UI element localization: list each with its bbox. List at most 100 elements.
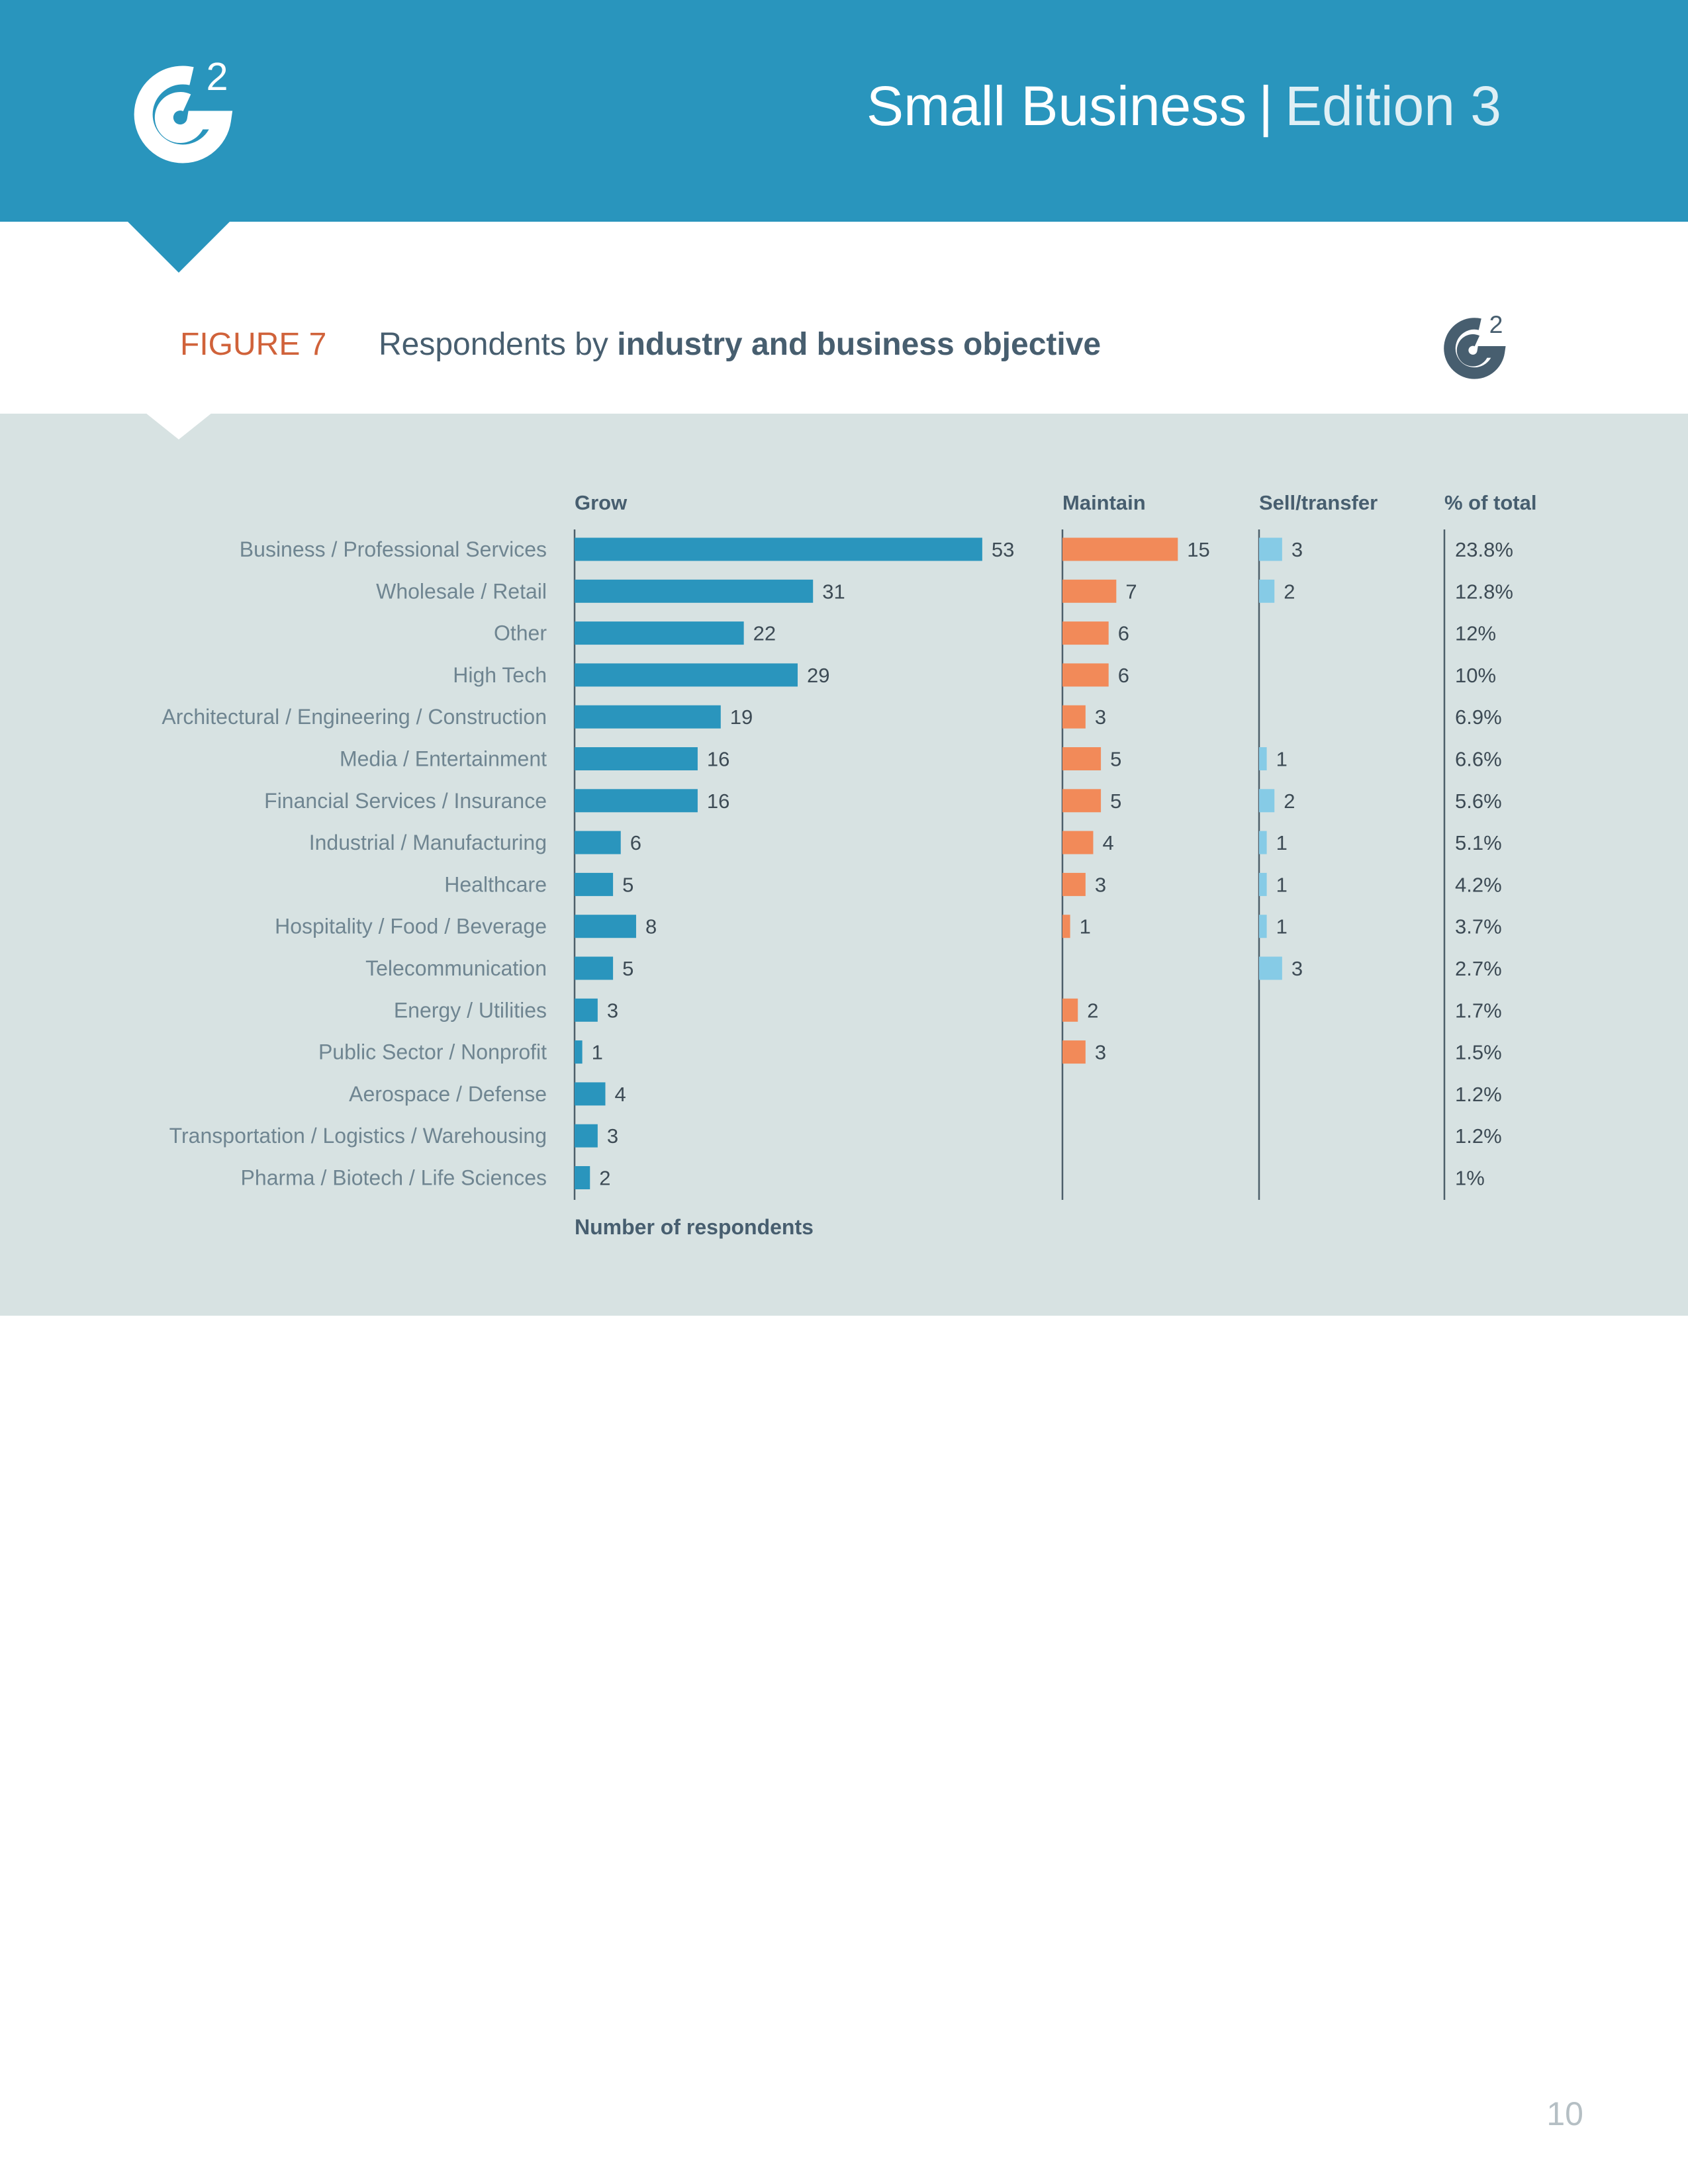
value-label-maintain: 5 <box>1110 790 1121 813</box>
bar-sell <box>1259 747 1267 770</box>
value-label-maintain: 3 <box>1095 873 1106 896</box>
bar-grow <box>575 747 698 770</box>
category-label: Business / Professional Services <box>240 537 547 561</box>
category-label: Healthcare <box>444 872 547 896</box>
bar-maintain <box>1062 1040 1086 1064</box>
value-label-grow: 1 <box>592 1041 603 1064</box>
percent-value: 6.6% <box>1455 748 1502 771</box>
x-axis-label: Number of respondents <box>575 1215 814 1239</box>
value-label-grow: 16 <box>707 790 729 813</box>
report-title-strong: Small Business <box>867 75 1247 137</box>
value-label-grow: 3 <box>607 999 618 1022</box>
bar-maintain <box>1062 537 1178 561</box>
series-header-grow: Grow <box>575 491 628 514</box>
value-label-grow: 31 <box>822 580 845 603</box>
value-label-sell: 3 <box>1291 538 1303 561</box>
bar-maintain <box>1062 579 1117 603</box>
figure-title-strong: industry and business objective <box>617 327 1102 362</box>
category-label: Financial Services / Insurance <box>264 789 547 813</box>
value-label-grow: 19 <box>730 705 753 729</box>
value-label-sell: 1 <box>1276 915 1288 938</box>
bar-maintain <box>1062 872 1086 896</box>
figure-title: Respondents by industry and business obj… <box>379 326 1101 363</box>
bar-grow <box>575 1082 606 1106</box>
value-label-grow: 29 <box>807 664 829 687</box>
figure-label: FIGURE 7 <box>180 327 327 362</box>
category-label: High Tech <box>453 663 547 687</box>
value-label-sell: 2 <box>1284 580 1295 603</box>
value-label-grow: 5 <box>622 957 633 980</box>
bar-maintain <box>1062 789 1102 813</box>
bar-grow <box>575 831 621 854</box>
header-band <box>0 0 1688 222</box>
percent-value: 5.1% <box>1455 831 1502 854</box>
title-separator: | <box>1258 75 1274 137</box>
value-label-grow: 3 <box>607 1124 618 1148</box>
category-label: Wholesale / Retail <box>376 579 547 603</box>
category-label: Media / Entertainment <box>340 747 547 771</box>
bar-sell <box>1259 579 1275 603</box>
percent-value: 4.2% <box>1455 873 1502 896</box>
report-title: Small Business | Edition 3 <box>867 74 1501 138</box>
g2-logo-digit: 2 <box>206 54 228 99</box>
value-label-grow: 2 <box>599 1167 610 1190</box>
series-header-maintain: Maintain <box>1062 491 1146 514</box>
category-label: Public Sector / Nonprofit <box>318 1040 547 1064</box>
value-label-grow: 8 <box>645 915 657 938</box>
bar-sell <box>1259 831 1267 854</box>
percent-value: 10% <box>1455 664 1496 687</box>
value-label-maintain: 3 <box>1095 705 1106 729</box>
value-label-maintain: 6 <box>1118 622 1129 645</box>
bar-grow <box>575 1040 583 1064</box>
percent-header: % of total <box>1444 491 1537 514</box>
percent-value: 1.2% <box>1455 1124 1502 1148</box>
percent-value: 6.9% <box>1455 705 1502 729</box>
value-label-maintain: 5 <box>1110 748 1121 771</box>
value-label-sell: 2 <box>1284 790 1295 813</box>
report-edition: Edition 3 <box>1285 75 1501 137</box>
value-label-maintain: 15 <box>1187 538 1209 561</box>
bar-maintain <box>1062 705 1086 729</box>
percent-value: 1% <box>1455 1167 1485 1190</box>
percent-value: 3.7% <box>1455 915 1502 938</box>
bar-grow <box>575 1166 590 1189</box>
category-label: Other <box>494 621 547 645</box>
category-label: Aerospace / Defense <box>349 1082 547 1106</box>
category-label: Architectural / Engineering / Constructi… <box>162 705 547 729</box>
category-label: Hospitality / Food / Beverage <box>275 915 547 938</box>
bar-sell <box>1259 956 1282 980</box>
percent-value: 23.8% <box>1455 538 1513 561</box>
category-label: Pharma / Biotech / Life Sciences <box>241 1166 547 1190</box>
g2-logo-small-icon: 2 <box>1444 310 1506 379</box>
percent-value: 2.7% <box>1455 957 1502 980</box>
value-label-grow: 22 <box>753 622 776 645</box>
bar-sell <box>1259 789 1275 813</box>
percent-value: 12% <box>1455 622 1496 645</box>
series-header-sell: Sell/transfer <box>1259 491 1378 514</box>
bar-grow <box>575 1124 598 1148</box>
value-label-sell: 1 <box>1276 831 1288 854</box>
value-label-grow: 6 <box>630 831 641 854</box>
value-label-sell: 1 <box>1276 748 1288 771</box>
g2-logo-icon: 2 <box>134 54 233 163</box>
category-label: Energy / Utilities <box>394 998 547 1022</box>
category-label: Telecommunication <box>365 956 547 980</box>
bar-grow <box>575 537 982 561</box>
header-notch <box>127 221 230 273</box>
bar-sell <box>1259 872 1267 896</box>
bar-maintain <box>1062 831 1094 854</box>
bar-maintain <box>1062 915 1070 938</box>
value-label-grow: 5 <box>622 873 633 896</box>
value-label-maintain: 4 <box>1102 831 1113 854</box>
value-label-maintain: 2 <box>1087 999 1098 1022</box>
value-label-grow: 4 <box>614 1083 626 1106</box>
panel-notch <box>146 413 212 439</box>
chart-panel <box>0 414 1688 1316</box>
category-label: Transportation / Logistics / Warehousing <box>169 1124 547 1148</box>
percent-value: 1.2% <box>1455 1083 1502 1106</box>
value-label-maintain: 7 <box>1125 580 1137 603</box>
percent-value: 1.5% <box>1455 1041 1502 1064</box>
bar-grow <box>575 621 744 645</box>
page-number: 10 <box>1546 2095 1583 2132</box>
value-label-maintain: 3 <box>1095 1041 1106 1064</box>
